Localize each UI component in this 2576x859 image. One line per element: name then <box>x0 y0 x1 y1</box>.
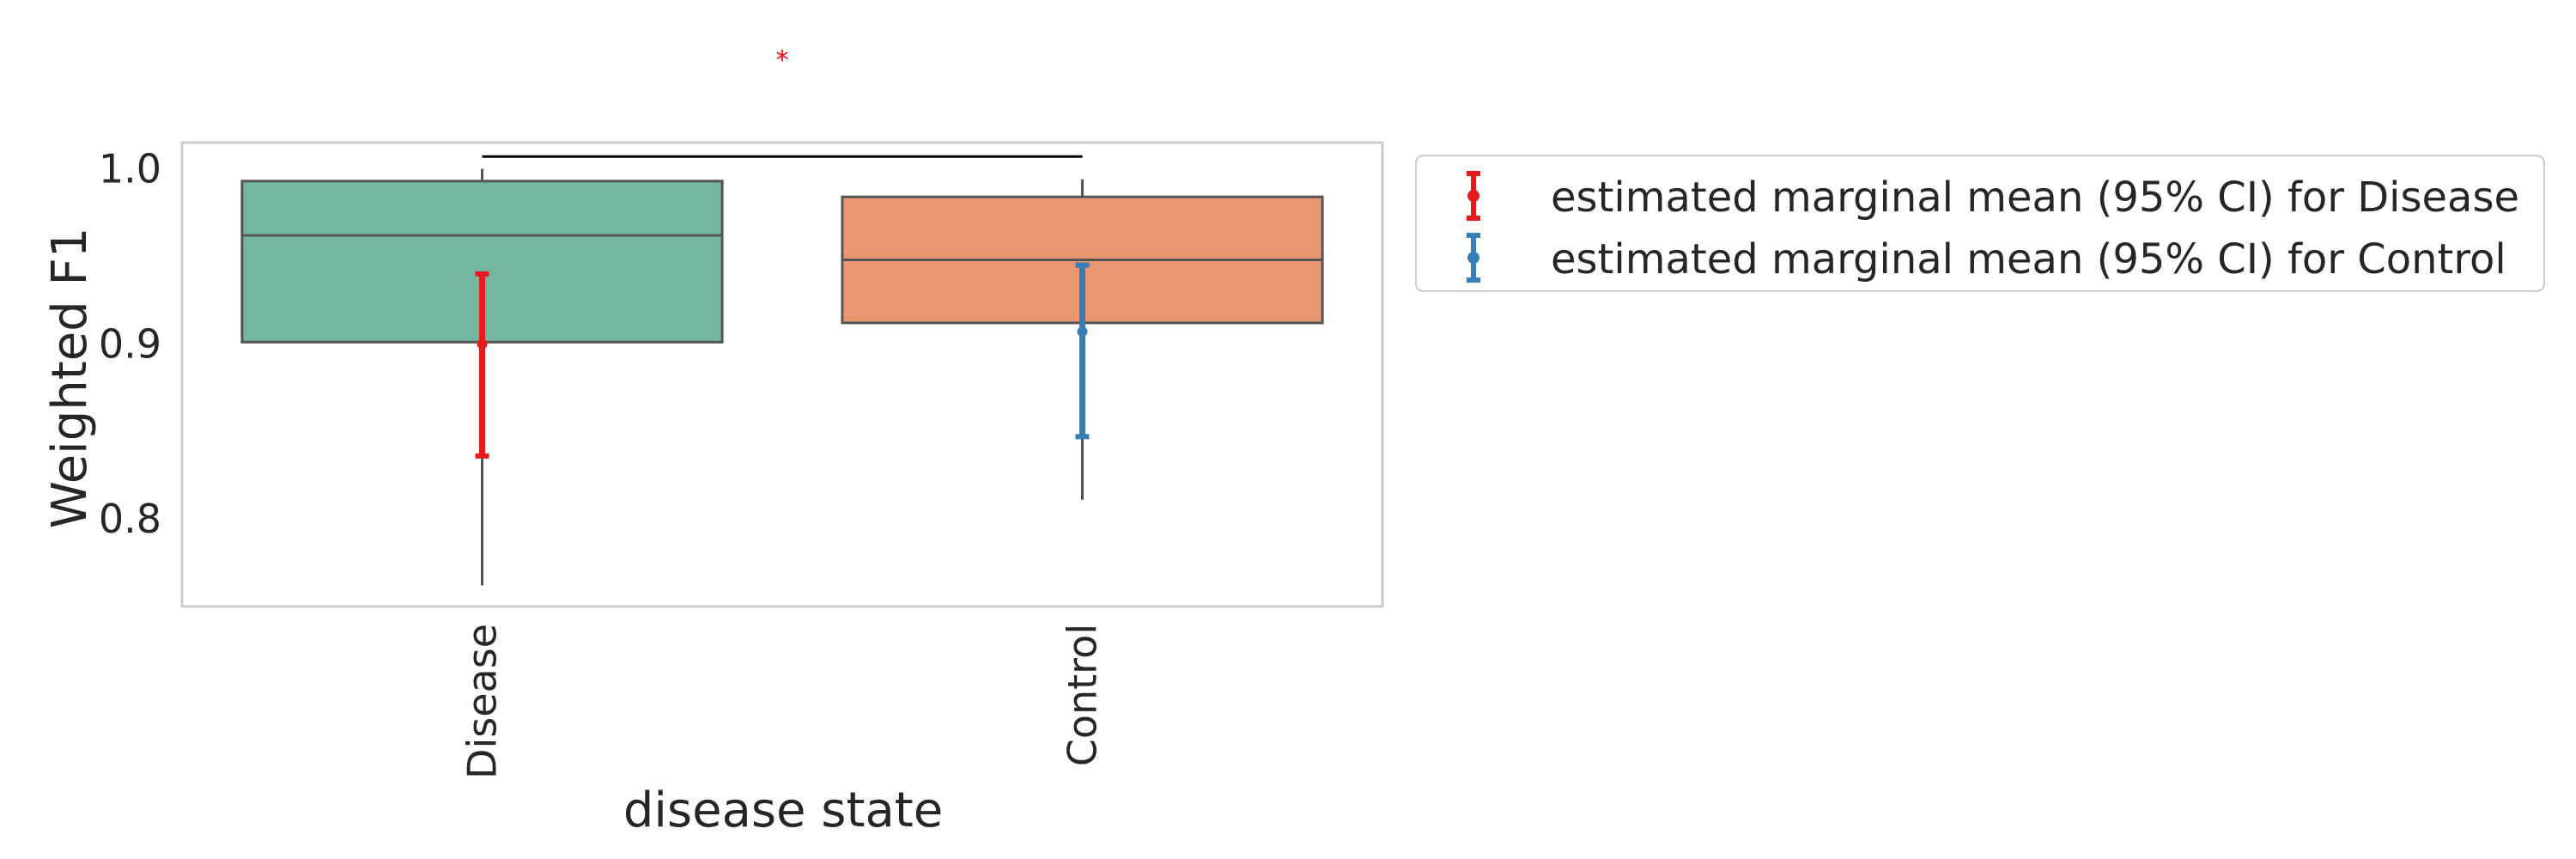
legend: estimated marginal mean (95% CI) for Dis… <box>1415 155 2545 292</box>
legend-item-control: estimated marginal mean (95% CI) for Con… <box>1417 227 2543 289</box>
legend-marker-control <box>1467 233 1480 283</box>
mean-point <box>477 338 488 350</box>
y-axis-label: Weighted F1 <box>42 228 98 529</box>
significance-marker: * <box>776 46 789 76</box>
legend-label-disease: estimated marginal mean (95% CI) for Dis… <box>1551 174 2519 222</box>
x-tick-label: Disease <box>459 624 506 779</box>
x-tick-label: Control <box>1060 624 1106 766</box>
y-tick-label: 0.8 <box>99 496 161 542</box>
y-tick-label: 1.0 <box>99 146 161 192</box>
legend-item-disease: estimated marginal mean (95% CI) for Dis… <box>1417 165 2543 227</box>
x-axis-label: disease state <box>623 783 943 838</box>
legend-label-control: estimated marginal mean (95% CI) for Con… <box>1551 235 2506 283</box>
legend-marker-disease <box>1467 171 1480 221</box>
plot-area: 0.8 0.9 1.0 Disease Control <box>99 141 1384 779</box>
y-tick-label: 0.9 <box>99 320 161 367</box>
mean-point <box>1077 326 1088 338</box>
plot-frame <box>180 141 1384 608</box>
